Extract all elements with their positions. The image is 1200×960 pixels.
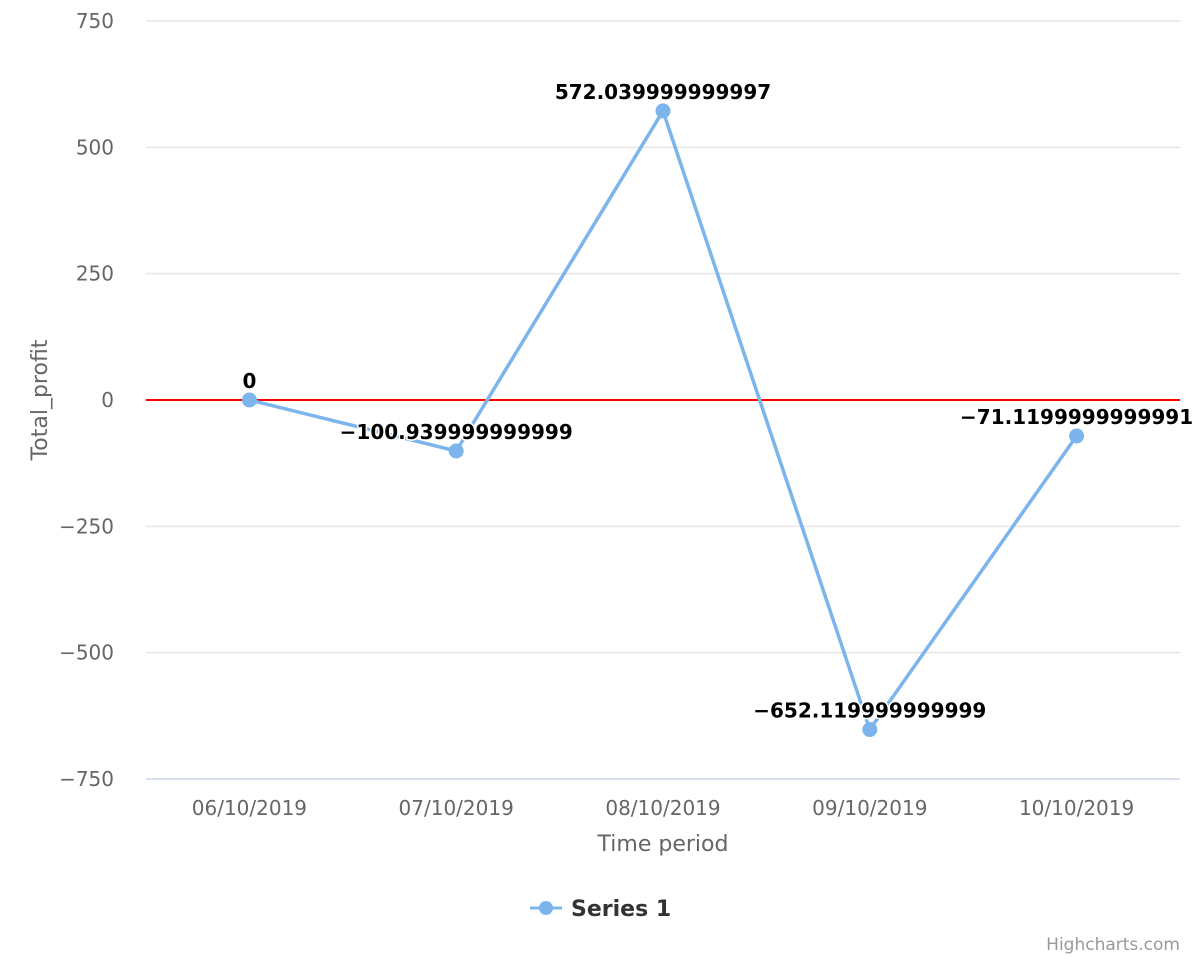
y-tick-label: −500 — [59, 641, 114, 665]
y-tick-label: −250 — [59, 514, 114, 538]
data-label: −71.1199999999991 — [960, 405, 1193, 429]
x-axis-ticks: 06/10/2019 07/10/2019 08/10/2019 09/10/2019… — [192, 796, 1134, 820]
data-label: −652.119999999999 — [753, 699, 986, 723]
legend-dot-marker — [539, 901, 553, 915]
data-point[interactable] — [862, 722, 878, 738]
y-tick-label: 250 — [76, 262, 114, 286]
data-point[interactable] — [655, 103, 671, 119]
x-tick-label: 07/10/2019 — [399, 796, 514, 820]
data-labels: 0 −100.939999999999 572.039999999997 −652.1… — [241, 78, 1195, 724]
x-tick-label: 08/10/2019 — [605, 796, 720, 820]
y-tick-label: −750 — [59, 767, 114, 791]
y-tick-label: 750 — [76, 9, 114, 33]
highcharts-credits[interactable]: Highcharts.com — [1046, 935, 1180, 955]
data-label: 572.039999999997 — [555, 80, 771, 104]
legend-item-series-1[interactable]: Series 1 — [530, 897, 671, 922]
data-label: −100.939999999999 — [340, 420, 573, 444]
legend-label: Series 1 — [571, 897, 671, 922]
data-label: 0 — [242, 369, 256, 393]
x-axis-title: Time period — [597, 832, 729, 857]
y-axis-title: Total_profit — [28, 339, 53, 461]
x-tick-label: 10/10/2019 — [1019, 796, 1134, 820]
data-point[interactable] — [1069, 428, 1085, 444]
y-tick-label: 0 — [101, 388, 114, 412]
x-tick-label: 06/10/2019 — [192, 796, 307, 820]
data-point[interactable] — [448, 443, 464, 459]
y-tick-label: 500 — [76, 135, 114, 159]
y-axis-ticks: 750 500 250 0 −250 −500 −750 — [59, 9, 114, 791]
x-tick-label: 09/10/2019 — [812, 796, 927, 820]
series-layer — [241, 103, 1085, 738]
data-point[interactable] — [241, 392, 257, 408]
